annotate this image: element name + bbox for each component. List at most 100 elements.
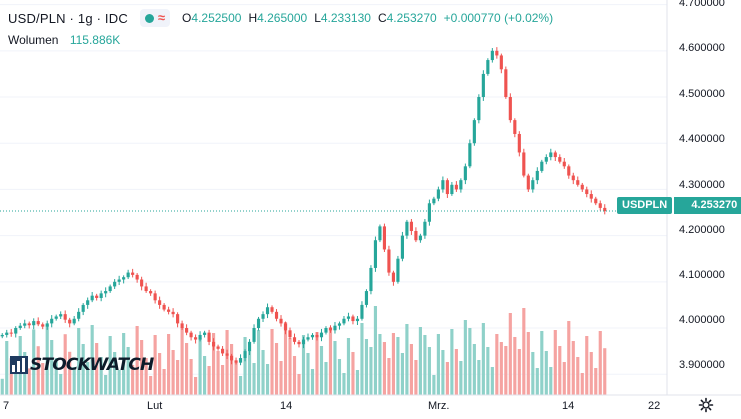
candle-body bbox=[423, 221, 427, 236]
volume-bar bbox=[185, 343, 189, 395]
candle-body bbox=[238, 358, 243, 363]
candle-body bbox=[41, 324, 45, 327]
symbol-title[interactable]: USD/PLN · 1g · IDC bbox=[8, 10, 128, 26]
volume-bar bbox=[454, 349, 458, 395]
volume-bar bbox=[45, 325, 49, 395]
candle-body bbox=[463, 166, 467, 181]
candle-body bbox=[585, 189, 589, 195]
x-tick-label: Mrz. bbox=[428, 400, 450, 412]
ohlc-low: L4.233130 bbox=[314, 11, 371, 25]
volume-bar bbox=[391, 333, 395, 395]
volume-bar bbox=[382, 342, 387, 395]
volume-bar bbox=[589, 352, 593, 395]
volume-bar bbox=[319, 346, 324, 395]
candle-body bbox=[68, 319, 72, 324]
candle-body bbox=[414, 230, 418, 241]
candle-body bbox=[283, 323, 288, 331]
gear-icon[interactable] bbox=[698, 397, 714, 413]
volume-bar bbox=[418, 327, 422, 395]
candle-body bbox=[247, 341, 252, 352]
candle-body bbox=[180, 323, 184, 329]
volume-bar bbox=[180, 327, 184, 395]
volume-bar bbox=[463, 320, 467, 395]
candle-body bbox=[72, 318, 76, 324]
volume-bar bbox=[535, 368, 539, 395]
volume-bar bbox=[373, 306, 378, 395]
volume-bar bbox=[95, 343, 99, 395]
volume-bar bbox=[229, 344, 234, 395]
wave-icon[interactable]: ≈ bbox=[157, 10, 166, 25]
volume-bar bbox=[108, 336, 112, 395]
volume-bar bbox=[86, 362, 90, 395]
candle-body bbox=[234, 360, 238, 363]
candle-body bbox=[144, 286, 148, 292]
watermark-text: STOCKWATCH bbox=[30, 355, 154, 375]
eye-icon[interactable] bbox=[144, 13, 154, 23]
y-tick-label: 4.500000 bbox=[679, 88, 725, 100]
price-tag-symbol: USDPLN bbox=[617, 197, 673, 214]
volume-bar bbox=[140, 340, 144, 395]
volume-bar bbox=[72, 367, 76, 395]
candle-body bbox=[513, 120, 517, 134]
volume-bar bbox=[54, 358, 58, 395]
price-axis[interactable]: 4.700000 4.600000 4.500000 4.400000 4.30… bbox=[667, 0, 741, 395]
volume-bar bbox=[5, 341, 9, 395]
volume-bar bbox=[580, 373, 584, 395]
candle-body bbox=[360, 304, 364, 319]
candle-body bbox=[256, 318, 261, 329]
candle-body bbox=[319, 332, 324, 338]
volume-bar bbox=[540, 331, 544, 395]
candle-body bbox=[486, 60, 490, 74]
candle-body bbox=[468, 143, 472, 167]
candle-body bbox=[576, 180, 580, 185]
volume-bar bbox=[144, 358, 148, 395]
volume-bar bbox=[216, 351, 220, 395]
volume-bar bbox=[558, 346, 562, 395]
candle-body bbox=[261, 314, 265, 319]
stockwatch-logo: STOCKWATCH bbox=[10, 355, 154, 375]
candle-body bbox=[454, 184, 458, 190]
volume-bar bbox=[436, 334, 440, 395]
volume-bar bbox=[198, 338, 202, 395]
candle-body bbox=[185, 328, 189, 333]
ohlc-high: H4.265000 bbox=[248, 11, 308, 25]
volume-bar bbox=[113, 352, 117, 395]
candle-body bbox=[203, 332, 207, 335]
volume-bar bbox=[149, 376, 153, 395]
y-tick-label: 4.300000 bbox=[679, 179, 725, 191]
volume-bar bbox=[122, 333, 126, 395]
candle-body bbox=[104, 291, 108, 294]
volume-bar bbox=[81, 344, 85, 395]
volume-bar bbox=[337, 359, 342, 395]
volume-bar bbox=[310, 369, 315, 395]
volume-bar bbox=[598, 331, 602, 395]
volume-bar bbox=[171, 350, 175, 395]
candle-body bbox=[135, 274, 139, 280]
volume-bar bbox=[360, 323, 364, 395]
candle-body bbox=[140, 279, 144, 287]
candle-body bbox=[292, 337, 297, 342]
volume-bar bbox=[99, 357, 103, 395]
legend-toggle-button[interactable]: ≈ bbox=[139, 9, 171, 27]
last-price-tag[interactable]: USDPLN 4.253270 bbox=[617, 197, 741, 214]
logo-icon bbox=[10, 356, 28, 374]
volume-bar bbox=[238, 376, 243, 395]
volume-bar bbox=[77, 328, 81, 395]
candle-body bbox=[131, 272, 135, 275]
volume-label[interactable]: Wolumen bbox=[8, 33, 59, 47]
candle-body bbox=[95, 295, 99, 298]
candle-body bbox=[445, 180, 449, 195]
candle-body bbox=[315, 334, 319, 338]
volume-bar bbox=[68, 351, 72, 395]
volume-bar bbox=[50, 340, 54, 395]
candle-body bbox=[225, 353, 229, 356]
price-tag-value: 4.253270 bbox=[674, 197, 741, 214]
volume-bar bbox=[63, 334, 67, 395]
volume-bar bbox=[32, 329, 36, 395]
candle-body bbox=[400, 235, 404, 259]
volume-bar bbox=[549, 367, 553, 395]
candle-body bbox=[117, 279, 121, 282]
volume-bar bbox=[288, 338, 292, 395]
